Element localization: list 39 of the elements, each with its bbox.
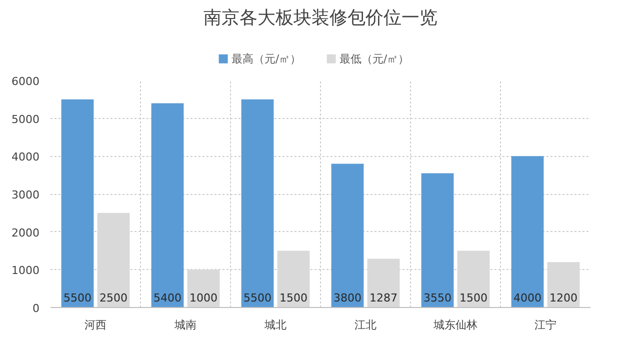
y-tick-label: 5000	[12, 112, 40, 126]
x-tick-label: 城北	[264, 318, 286, 332]
y-tick-label: 3000	[12, 188, 40, 202]
x-tick-label: 城南	[174, 318, 196, 332]
bar	[367, 258, 400, 308]
x-tick-label: 河西	[84, 318, 106, 332]
data-label: 5500	[64, 292, 92, 304]
bar	[331, 164, 364, 308]
data-label: 1500	[460, 292, 488, 304]
legend-label: 最低（元/㎡）	[339, 52, 410, 66]
bar	[241, 99, 274, 308]
data-label: 1287	[370, 292, 398, 304]
y-tick-label: 0	[32, 302, 40, 315]
bar	[421, 173, 454, 308]
data-label: 2500	[100, 292, 128, 304]
bar	[151, 103, 184, 308]
data-label: 4000	[514, 292, 542, 304]
data-label: 5400	[154, 292, 182, 304]
chart-title: 南京各大板块装修包价位一览	[204, 8, 438, 28]
bar	[277, 250, 310, 308]
bar	[511, 156, 544, 308]
y-tick-label: 2000	[12, 226, 40, 240]
y-tick-label: 1000	[12, 264, 40, 278]
x-tick-label: 城东仙林	[432, 318, 478, 332]
data-label: 3550	[424, 292, 452, 304]
legend-label: 最高（元/㎡）	[231, 52, 302, 66]
data-label: 1500	[280, 292, 308, 304]
y-tick-label: 6000	[12, 75, 40, 88]
data-label: 3800	[334, 292, 362, 304]
data-label: 1200	[550, 292, 578, 304]
x-tick-label: 江宁	[534, 318, 556, 332]
bar	[61, 99, 94, 308]
bar	[457, 250, 490, 308]
data-label: 5500	[244, 292, 272, 304]
data-label: 1000	[190, 292, 218, 304]
bar	[547, 262, 580, 308]
y-tick-label: 4000	[12, 150, 40, 164]
x-tick-label: 江北	[354, 318, 376, 332]
bar	[97, 212, 130, 308]
